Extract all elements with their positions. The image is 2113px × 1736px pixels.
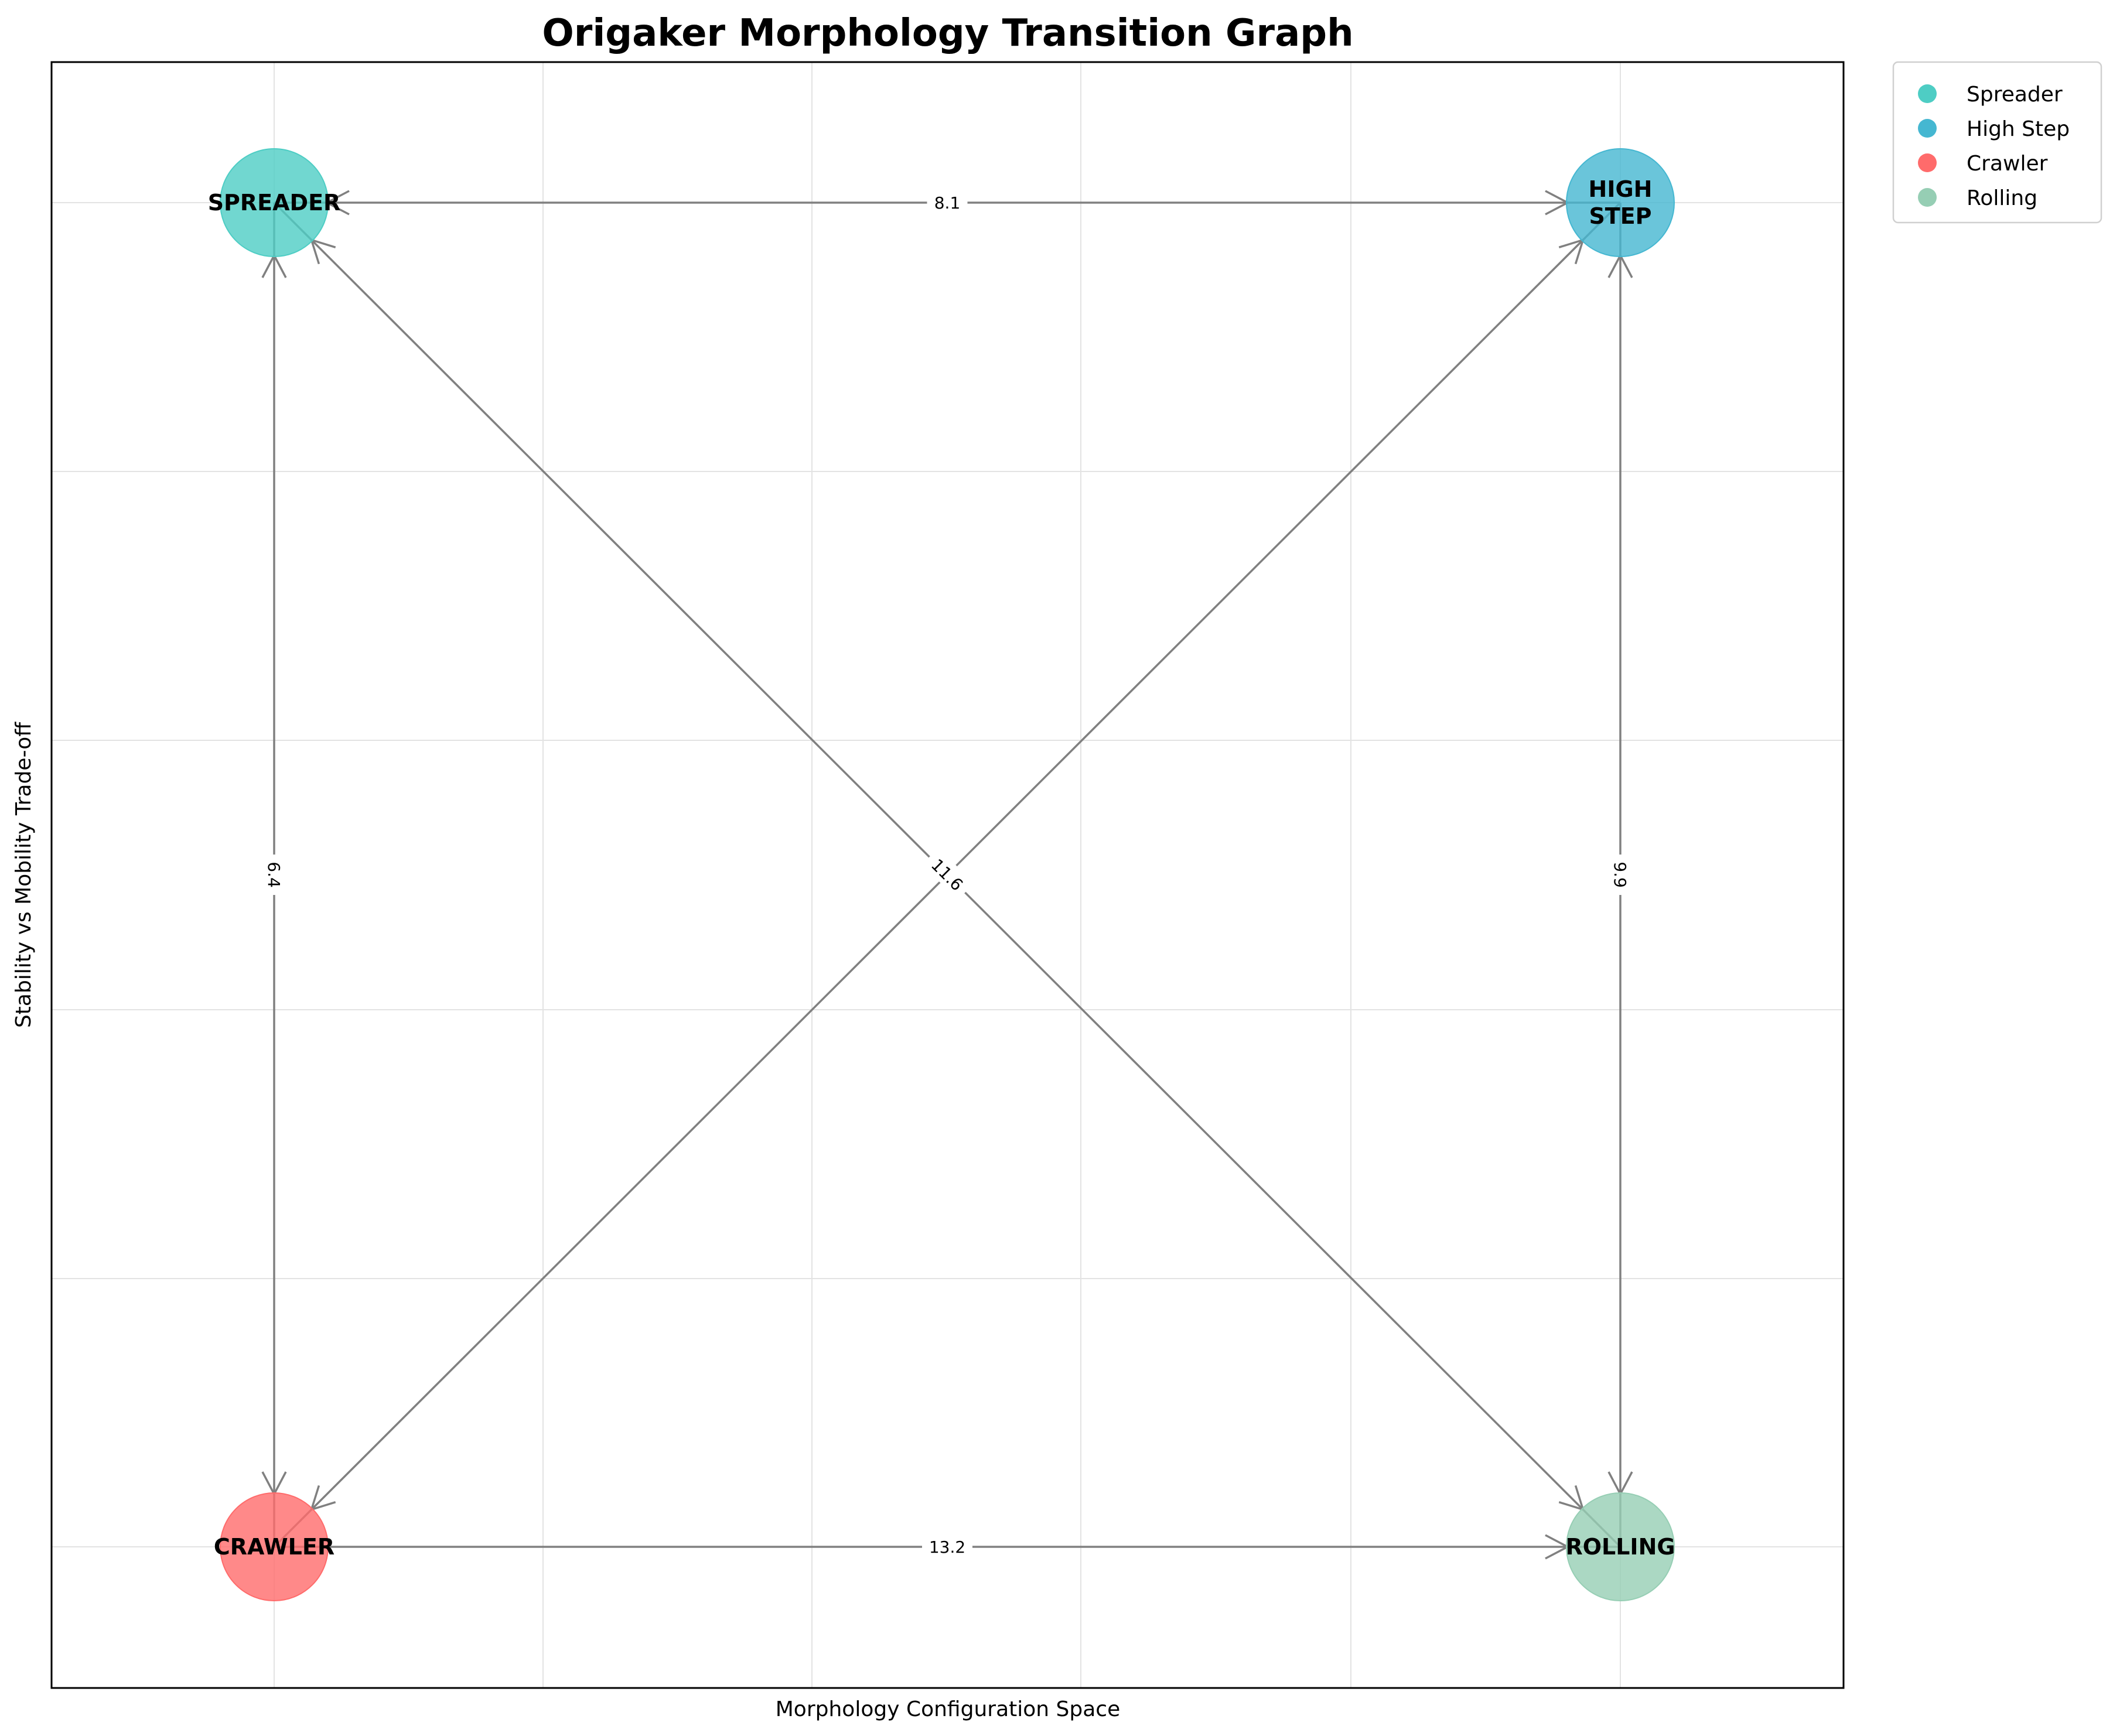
edge-weight-background bbox=[927, 190, 968, 213]
node-crawler bbox=[220, 1492, 329, 1601]
edge-weight-text: 13.2 bbox=[929, 1537, 965, 1557]
node-label-rolling: ROLLING bbox=[1565, 1534, 1675, 1560]
legend-entry: Crawler bbox=[1918, 152, 2048, 176]
y-axis-label: Stability vs Mobility Trade-off bbox=[12, 722, 36, 1028]
node-circle bbox=[220, 1492, 329, 1601]
legend-label: Spreader bbox=[1967, 83, 2063, 107]
legend-entry: Spreader bbox=[1918, 83, 2063, 107]
edge-weight-label: 8.1 bbox=[927, 190, 968, 213]
node-circle bbox=[1566, 1492, 1675, 1601]
node-high_step bbox=[1566, 148, 1675, 257]
node-spreader bbox=[220, 148, 329, 257]
edge-weight-text: 8.1 bbox=[934, 193, 961, 213]
edge-weight-background bbox=[921, 848, 974, 900]
edge-weight-label: 13.2 bbox=[922, 1534, 972, 1557]
legend-label: Crawler bbox=[1967, 152, 2048, 176]
node-rolling bbox=[1566, 1492, 1675, 1601]
node-label-high_step: HIGH bbox=[1589, 176, 1653, 202]
legend-marker bbox=[1918, 119, 1937, 138]
legend: Spreader High Step Crawler Rolling bbox=[1892, 61, 2102, 224]
node-circle bbox=[1566, 148, 1675, 257]
plot-frame bbox=[50, 61, 1845, 1689]
legend-marker bbox=[1918, 84, 1937, 103]
edge-weight-background bbox=[264, 855, 287, 895]
diagram-title: Origaker Morphology Transition Graph bbox=[542, 12, 1353, 55]
legend-label: High Step bbox=[1967, 117, 2070, 141]
legend-entry: Rolling bbox=[1918, 186, 2037, 210]
node-label-crawler: CRAWLER bbox=[214, 1534, 334, 1560]
edge-weight-text: 9.9 bbox=[1610, 862, 1630, 888]
node-label-spreader: SPREADER bbox=[208, 190, 341, 216]
edge-weight-label: 6.4 bbox=[264, 855, 287, 895]
legend-box bbox=[1892, 61, 2102, 224]
legend-label: Rolling bbox=[1967, 186, 2037, 210]
legend-entry: High Step bbox=[1918, 117, 2070, 141]
edge-weight-text: 6.4 bbox=[264, 862, 284, 888]
x-axis-label: Morphology Configuration Space bbox=[776, 1697, 1121, 1721]
edge-weight-label: 9.9 bbox=[1610, 855, 1633, 895]
node-circle bbox=[220, 148, 329, 257]
edge-weight-background bbox=[1610, 855, 1633, 895]
edge-weight-background bbox=[922, 1534, 972, 1557]
edge-label-layer: 8.16.4 9.913.211.6 bbox=[264, 190, 1633, 1557]
legend-marker bbox=[1918, 153, 1937, 172]
legend-marker bbox=[1918, 188, 1937, 207]
node-label-high_step: STEP bbox=[1589, 203, 1651, 229]
